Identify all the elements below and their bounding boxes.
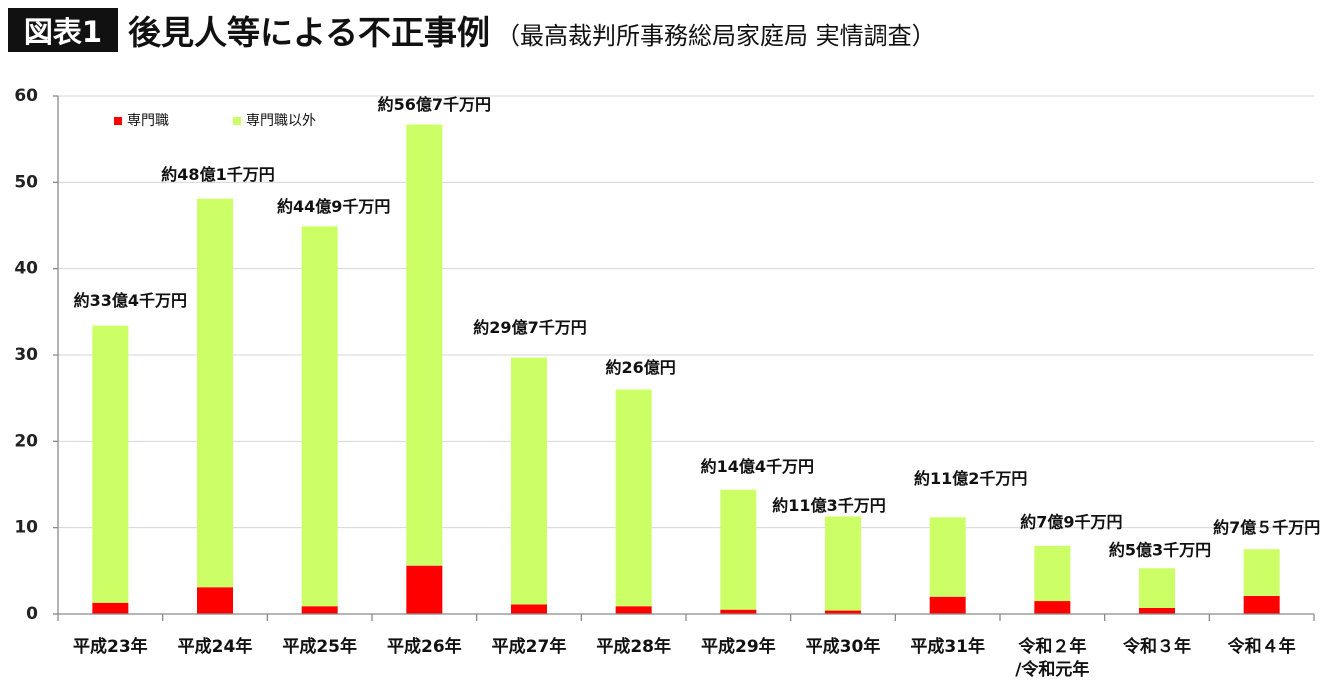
bar-non-professional-11 [1139, 568, 1175, 608]
legend: 専門職 専門職以外 [114, 113, 316, 129]
bar-non-professional-10 [1034, 545, 1071, 602]
axes [53, 95, 1315, 621]
y-tick-label-50: 50 [14, 172, 38, 192]
legend-item-professional: 専門職 [114, 113, 169, 129]
x-tick-label-11: 令和３年 [1123, 636, 1191, 657]
data-label-8: 約11億3千万円 [772, 496, 885, 515]
bar-professional-6 [615, 606, 652, 614]
bar-professional-2 [197, 587, 233, 614]
bar-non-professional-1 [92, 325, 129, 603]
bar-professional-7 [720, 609, 757, 614]
data-label-10: 約7億9千万円 [1020, 512, 1122, 531]
legend-swatch-professional [114, 117, 122, 125]
bar-professional-4 [406, 565, 443, 614]
x-tick-label-3: 平成25年 [282, 636, 357, 657]
bar-professional-1 [92, 602, 129, 614]
data-label-2: 約48億1千万円 [161, 165, 274, 184]
legend-swatch-non-professional [233, 117, 241, 125]
y-tick-label-60: 60 [14, 86, 38, 106]
y-tick-labels: 0 10 20 30 40 50 60 [14, 86, 38, 624]
bar-non-professional-9 [929, 517, 966, 597]
y-tick-label-10: 10 [14, 518, 38, 538]
chart-header: 図表1 後見人等による不正事例 （最高裁判所事務総局家庭局 実情調査） [8, 8, 936, 52]
bar-professional-12 [1243, 595, 1280, 614]
gridlines [58, 95, 1314, 529]
x-tick-label-2: 平成24年 [178, 636, 253, 657]
data-label-7: 約14億4千万円 [701, 457, 814, 476]
x-tick-label-8: 平成30年 [806, 636, 881, 657]
bar-professional-5 [511, 604, 547, 614]
y-tick-label-0: 0 [26, 604, 38, 624]
bars [92, 124, 1280, 614]
y-tick-label-40: 40 [14, 259, 38, 279]
chart-title: 後見人等による不正事例 [128, 13, 491, 52]
data-label-4: 約56億7千万円 [378, 95, 491, 114]
x-tick-label-4: 平成26年 [387, 636, 462, 657]
bar-professional-3 [301, 606, 338, 614]
legend-label-non-professional: 専門職以外 [246, 113, 316, 129]
bar-non-professional-12 [1243, 549, 1280, 596]
bar-non-professional-8 [825, 516, 861, 611]
legend-item-non-professional: 専門職以外 [233, 113, 316, 129]
bar-professional-11 [1139, 607, 1175, 614]
x-tick-label-10: 令和２年 [1018, 636, 1086, 657]
x-tick-label-12: 令和４年 [1228, 636, 1296, 657]
x-tick-label-7: 平成29年 [701, 636, 776, 657]
x-tick-label-6: 平成28年 [596, 636, 671, 657]
title-line: 後見人等による不正事例 （最高裁判所事務総局家庭局 実情調査） [128, 6, 936, 54]
figure-badge: 図表1 [8, 8, 118, 52]
y-tick-label-30: 30 [14, 345, 38, 365]
legend-label-professional: 専門職 [127, 113, 169, 129]
x-tick-label-10-line2: /令和元年 [1015, 659, 1089, 680]
data-label-12: 約7億５千万円 [1213, 518, 1320, 537]
bar-professional-10 [1034, 601, 1071, 614]
data-label-6: 約26億円 [606, 358, 676, 377]
y-tick-label-20: 20 [14, 431, 38, 451]
data-label-5: 約29億7千万円 [473, 318, 586, 337]
bar-professional-9 [929, 596, 966, 614]
x-tick-label-5: 平成27年 [492, 636, 567, 657]
bar-non-professional-7 [720, 489, 757, 610]
bar-non-professional-3 [301, 226, 338, 607]
bar-non-professional-5 [511, 357, 547, 605]
bar-professional-8 [825, 610, 861, 614]
x-tick-label-9: 平成31年 [910, 636, 985, 657]
bar-non-professional-2 [197, 198, 233, 588]
x-tick-labels: 平成23年 平成24年 平成25年 平成26年 平成27年 平成28年 平成29年 平成30年… [73, 636, 1296, 680]
chart-source: （最高裁判所事務総局家庭局 実情調査） [496, 22, 936, 50]
data-label-11: 約5億3千万円 [1109, 541, 1211, 560]
data-label-3: 約44億9千万円 [277, 197, 390, 216]
x-tick-label-1: 平成23年 [73, 636, 148, 657]
bar-non-professional-4 [406, 124, 443, 566]
data-label-1: 約33億4千万円 [74, 291, 187, 310]
data-label-9: 約11億2千万円 [914, 469, 1027, 488]
bar-non-professional-6 [615, 389, 652, 607]
